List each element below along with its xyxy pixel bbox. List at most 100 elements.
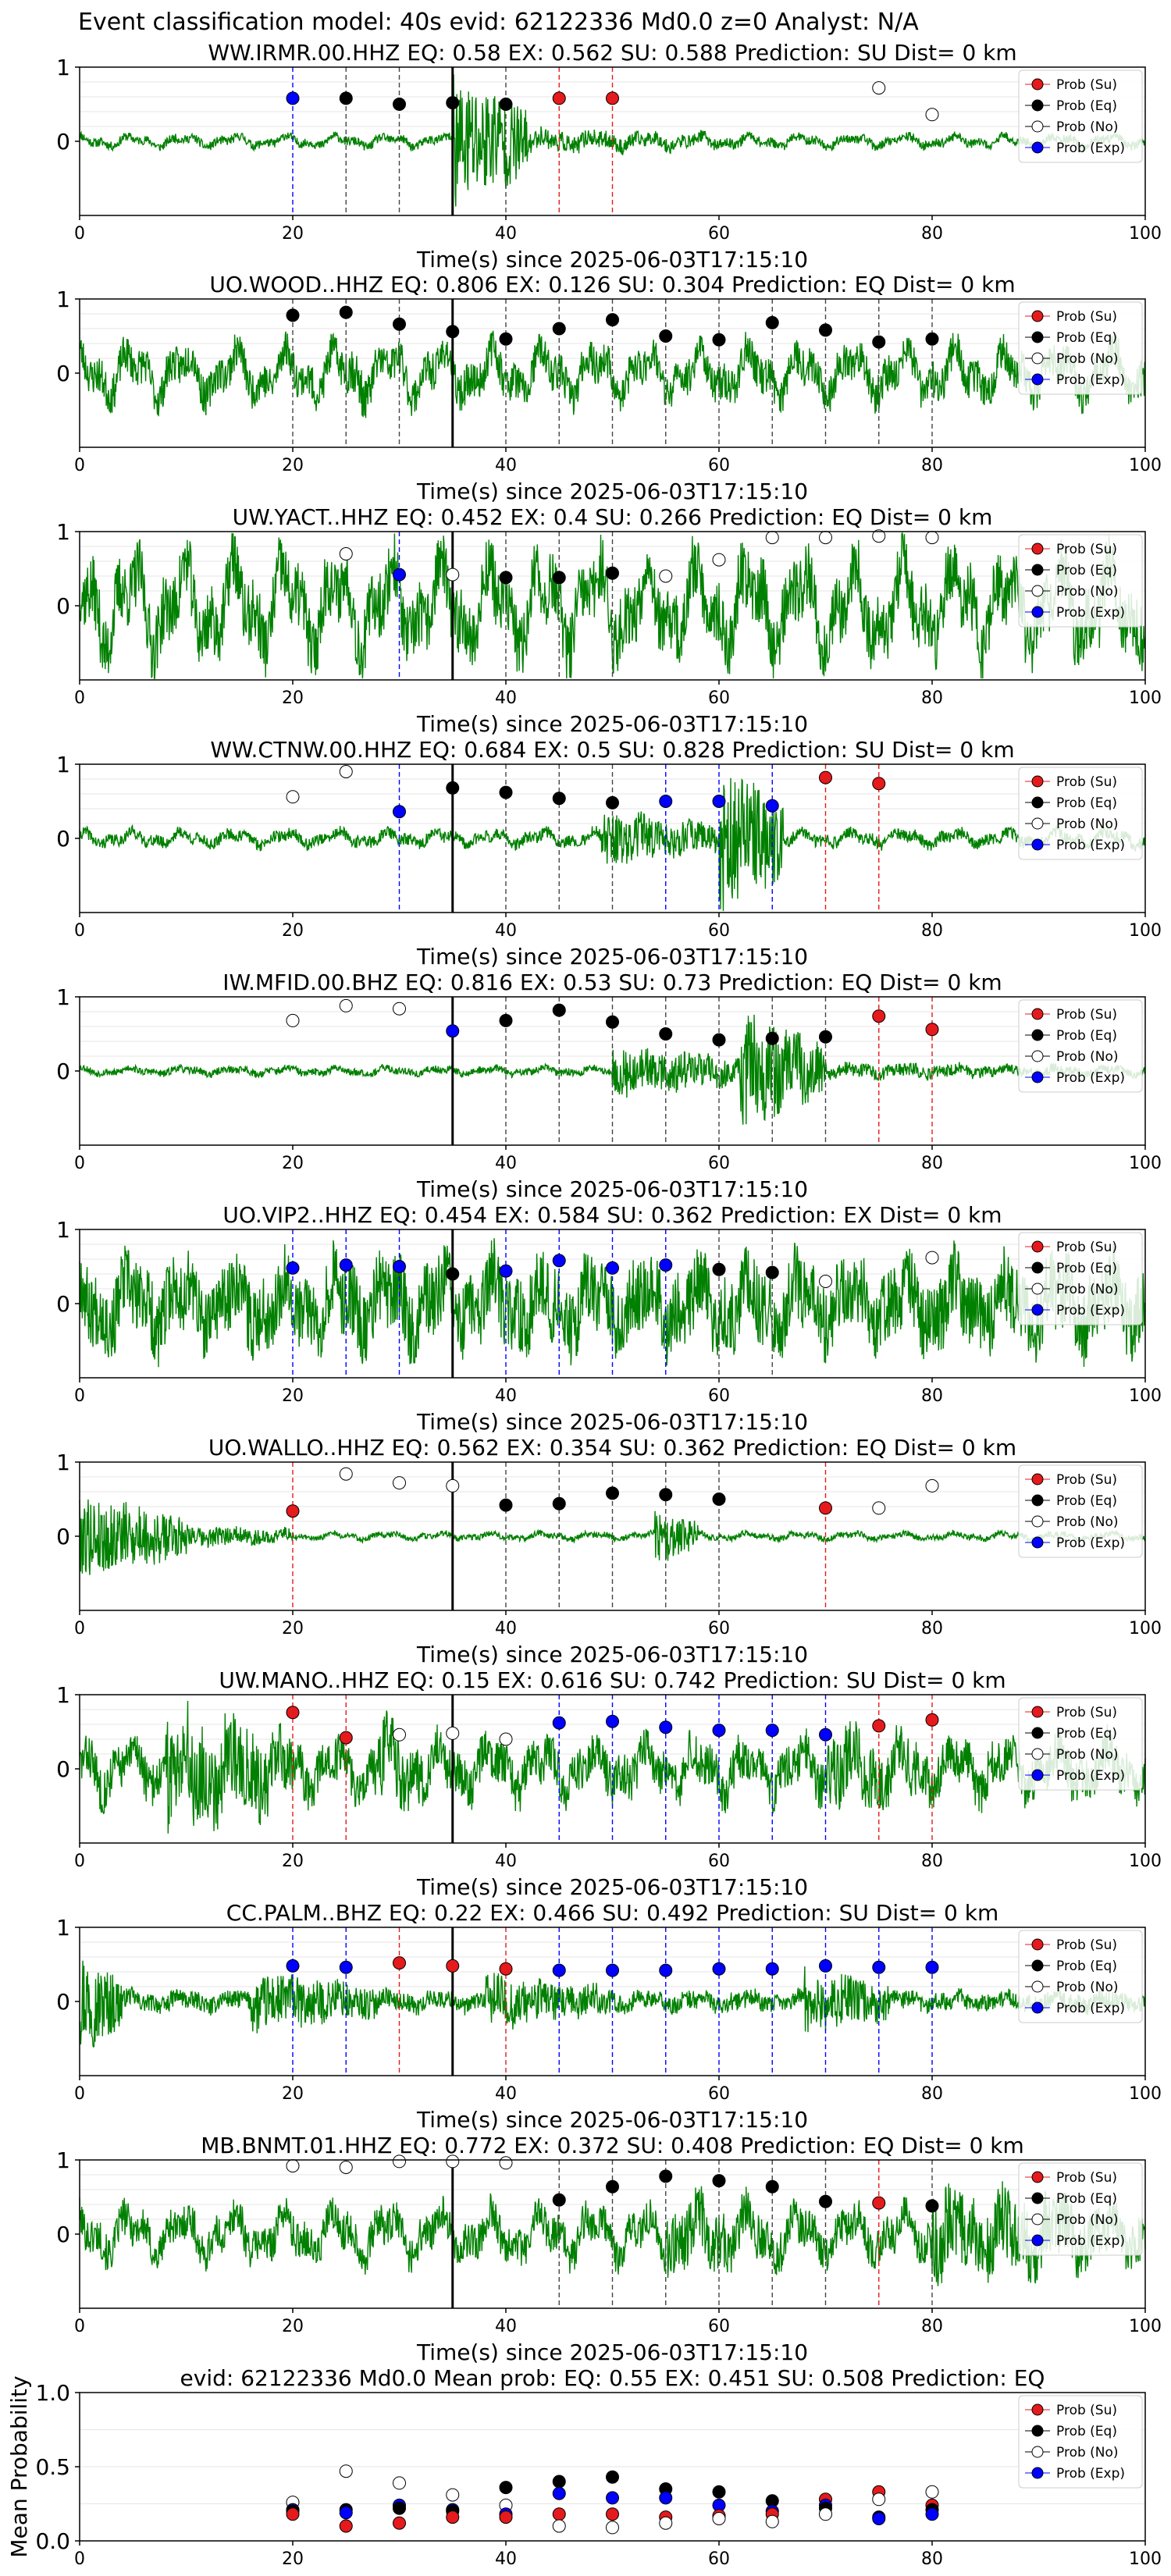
legend: Prob (Su) Prob (Eq) Prob (No) Prob (Exp) (1018, 2395, 1143, 2489)
y-tick-label: 1 (56, 2147, 70, 2173)
y-tick-label: 1 (56, 752, 70, 777)
legend-label: Prob (No) (1056, 1282, 1119, 1297)
legend-label: Prob (Eq) (1056, 1261, 1117, 1276)
panel-9: CC.PALM..BHZ EQ: 0.22 EX: 0.466 SU: 0.49… (56, 1900, 1162, 2133)
prob-marker-eq (659, 1488, 673, 1502)
legend-marker-exp (1031, 1304, 1044, 1316)
legend-box (1018, 534, 1143, 628)
prob-marker-eq (499, 98, 513, 111)
y-tick-label: 0 (56, 129, 70, 155)
legend-marker-eq (1031, 99, 1044, 112)
legend-marker-no (1031, 1050, 1044, 1062)
legend-marker-su (1031, 78, 1044, 91)
legend-marker-exp (1031, 1769, 1044, 1781)
x-tick-label: 0 (74, 921, 85, 941)
prob-marker-su (872, 1009, 886, 1023)
prob-marker-no (446, 568, 460, 582)
x-tick-label: 80 (921, 2084, 943, 2104)
prob-marker-eq (606, 795, 619, 809)
panel-title: WW.CTNW.00.HHZ EQ: 0.684 EX: 0.5 SU: 0.8… (210, 737, 1014, 763)
prob-marker-no (925, 108, 939, 122)
x-tick-label: 20 (282, 2084, 304, 2104)
legend-label: Prob (No) (1056, 584, 1119, 600)
legend-marker-su (1031, 1706, 1044, 1718)
prob-marker-exp (712, 795, 726, 808)
prob-marker-eq (712, 2174, 726, 2188)
prob-marker-eq (552, 792, 566, 806)
legend-label: Prob (Su) (1056, 309, 1117, 325)
prob-marker-eq (552, 571, 566, 585)
prob-marker-eq (286, 308, 300, 322)
prob-marker-eq (819, 2194, 832, 2208)
prob-marker-exp (659, 1720, 673, 1735)
legend-marker-exp (1031, 373, 1044, 386)
prob-marker-su (499, 2510, 513, 2524)
x-tick-label: 60 (708, 921, 730, 941)
prob-marker-exp (339, 1960, 353, 1974)
y-tick-label: 0 (56, 593, 70, 619)
legend-label: Prob (No) (1056, 1514, 1119, 1530)
x-tick-label: 100 (1129, 1619, 1162, 1638)
legend-label: Prob (Exp) (1056, 1070, 1125, 1086)
waveform-trace (79, 1238, 1146, 1368)
legend-label: Prob (Exp) (1056, 1535, 1125, 1551)
prob-marker-eq (606, 1486, 619, 1500)
legend: Prob (Su) Prob (Eq) Prob (No) Prob (Exp) (1018, 767, 1143, 860)
legend: Prob (Su) Prob (Eq) Prob (No) Prob (Exp) (1018, 301, 1143, 395)
panel-title: MB.BNMT.01.HHZ EQ: 0.772 EX: 0.372 SU: 0… (201, 2133, 1024, 2158)
x-tick-label: 20 (282, 688, 304, 708)
legend-label: Prob (Su) (1056, 774, 1117, 790)
prob-marker-su (819, 1501, 832, 1515)
prob-marker-su (925, 1023, 939, 1037)
x-tick-label: 0 (74, 1852, 85, 1871)
prob-marker-no (339, 998, 353, 1012)
x-tick-label: 60 (708, 2549, 730, 2569)
legend: Prob (Su) Prob (Eq) Prob (No) Prob (Exp) (1018, 1464, 1143, 1558)
legend-label: Prob (Exp) (1056, 2001, 1125, 2016)
prob-marker-eq (712, 1262, 726, 1276)
prob-marker-eq (499, 1013, 513, 1027)
y-tick-label: 1 (56, 1450, 70, 1475)
legend-label: Prob (Eq) (1056, 1726, 1117, 1742)
prob-marker-exp (552, 1716, 566, 1730)
legend-label: Prob (No) (1056, 2445, 1119, 2460)
prob-marker-no (765, 2514, 779, 2528)
prob-marker-no (393, 1002, 406, 1016)
prob-marker-exp (339, 1258, 353, 1272)
prob-marker-su (446, 1959, 460, 1973)
legend-label: Prob (Eq) (1056, 563, 1117, 578)
x-tick-label: 60 (708, 1386, 730, 1406)
prob-marker-exp (606, 1261, 619, 1275)
x-tick-label: 80 (921, 1154, 943, 1173)
prob-marker-eq (765, 2179, 779, 2194)
prob-marker-no (499, 1732, 513, 1746)
prob-marker-eq (393, 2501, 406, 2515)
legend-marker-eq (1031, 1261, 1044, 1274)
panel-title: IW.MFID.00.BHZ EQ: 0.816 EX: 0.53 SU: 0.… (222, 970, 1002, 995)
x-tick-label: 40 (495, 2317, 517, 2336)
prob-marker-eq (659, 1027, 673, 1041)
x-tick-label: 40 (495, 688, 517, 708)
prob-marker-no (339, 1467, 353, 1481)
legend-marker-eq (1031, 1029, 1044, 1041)
prob-marker-exp (925, 2507, 939, 2521)
prob-marker-exp (925, 1960, 939, 1974)
legend-marker-exp (1031, 2001, 1044, 2014)
legend-label: Prob (Eq) (1056, 795, 1117, 811)
legend-marker-no (1031, 1283, 1044, 1295)
prob-marker-eq (499, 1498, 513, 1512)
x-tick-label: 20 (282, 1852, 304, 1871)
x-tick-label: 40 (495, 2549, 517, 2569)
prob-marker-no (659, 2516, 673, 2530)
prob-marker-eq (819, 323, 832, 337)
x-tick-label: 0 (74, 1154, 85, 1173)
x-tick-label: 20 (282, 1154, 304, 1173)
prob-marker-no (393, 2154, 406, 2169)
prob-marker-su (606, 2507, 619, 2521)
legend-marker-su (1031, 1008, 1044, 1020)
x-tick-label: 60 (708, 688, 730, 708)
prob-marker-no (712, 553, 726, 567)
prob-marker-exp (659, 2491, 673, 2505)
legend-marker-no (1031, 2213, 1044, 2226)
prob-marker-exp (393, 1260, 406, 1273)
